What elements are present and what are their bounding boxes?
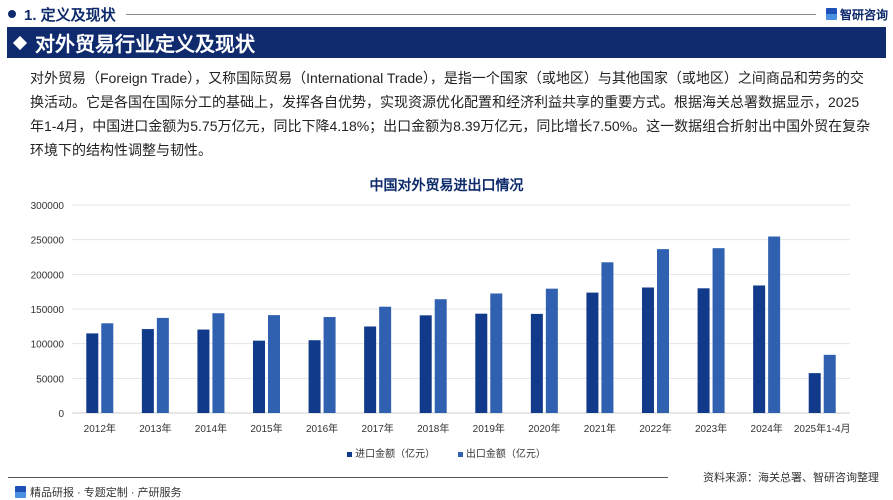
- x-tick-label: 2013年: [139, 422, 171, 435]
- bar-export: [657, 249, 669, 413]
- brand-name: 智研咨询: [839, 7, 888, 22]
- legend-item-export: 出口金额（亿元）: [457, 449, 546, 460]
- section-header: 1. 定义及现状 智研咨询: [8, 4, 888, 24]
- bar-export: [601, 262, 614, 413]
- y-tick-label: 0: [58, 409, 64, 420]
- bar-import: [753, 285, 766, 413]
- bar-import: [475, 313, 488, 413]
- y-tick-label: 200000: [31, 270, 65, 281]
- legend-item-import: 进口金额（亿元）: [347, 449, 435, 460]
- bar-export: [379, 306, 392, 413]
- y-tick-label: 100000: [31, 340, 65, 351]
- tagline-text: 精品研报 · 专题定制 · 产研服务: [30, 487, 182, 499]
- bar-export: [823, 354, 836, 413]
- section-title: 1. 定义及现状: [24, 6, 116, 24]
- bar-export: [490, 293, 503, 413]
- bar-import: [697, 288, 710, 413]
- legend-label: 进口金额（亿元）: [355, 449, 436, 460]
- divider: [125, 13, 816, 15]
- bar-export: [323, 317, 336, 413]
- legend-swatch: [457, 451, 463, 457]
- x-tick-label: 2021年: [584, 422, 616, 435]
- x-tick-label: 2020年: [528, 422, 560, 435]
- bar-export: [156, 317, 169, 413]
- bar-export: [101, 323, 114, 413]
- logo-icon: [15, 486, 26, 498]
- bar-import: [642, 287, 654, 413]
- legend-label: 出口金额（亿元）: [465, 449, 546, 460]
- bar-import: [364, 326, 377, 413]
- bar-export: [268, 315, 280, 413]
- bar-import: [419, 315, 432, 413]
- x-tick-label: 2016年: [306, 422, 338, 435]
- bar-import: [197, 329, 210, 413]
- logo-icon: [825, 8, 837, 20]
- bar-import: [808, 373, 821, 413]
- y-tick-label: 150000: [31, 305, 65, 316]
- chart-legend: 进口金额（亿元） 出口金额（亿元）: [0, 445, 893, 460]
- bar-import: [586, 292, 599, 413]
- x-tick-label: 2012年: [84, 422, 116, 435]
- footer-divider: [8, 477, 668, 478]
- bar-import: [530, 313, 543, 413]
- x-tick-label: 2019年: [473, 422, 505, 435]
- chart-title: 中国对外贸易进出口情况: [369, 177, 524, 193]
- bar-export: [768, 236, 781, 413]
- x-tick-label: 2018年: [417, 422, 449, 435]
- title-banner: 对外贸易行业定义及现状: [7, 27, 886, 58]
- data-source: 资料来源：海关总署、智研咨询整理: [703, 472, 879, 484]
- y-tick-label: 250000: [31, 236, 65, 247]
- x-tick-label: 2017年: [362, 422, 394, 435]
- bar-export: [212, 313, 225, 413]
- bar-import: [308, 340, 321, 413]
- x-tick-label: 2023年: [695, 422, 727, 435]
- bar-import: [86, 333, 99, 413]
- x-tick-label: 2015年: [250, 422, 282, 435]
- y-tick-label: 50000: [36, 374, 64, 385]
- page-title: 对外贸易行业定义及现状: [35, 34, 255, 56]
- bar-export: [434, 299, 447, 413]
- bar-export: [712, 248, 725, 413]
- brand-logo: 智研咨询: [825, 6, 888, 23]
- x-tick-label: 2025年1-4月: [794, 422, 851, 435]
- x-tick-label: 2022年: [639, 422, 671, 435]
- bar-import: [253, 340, 265, 413]
- bar-import: [141, 329, 154, 413]
- x-tick-label: 2014年: [195, 422, 227, 435]
- bullet-icon: [8, 10, 16, 18]
- footer-tagline: 精品研报 · 专题定制 · 产研服务: [15, 484, 182, 500]
- y-tick-label: 300000: [31, 201, 65, 212]
- bar-export: [545, 288, 558, 413]
- description-paragraph: 对外贸易（Foreign Trade），又称国际贸易（International…: [30, 70, 871, 158]
- x-tick-label: 2024年: [751, 422, 783, 435]
- legend-swatch: [347, 451, 353, 457]
